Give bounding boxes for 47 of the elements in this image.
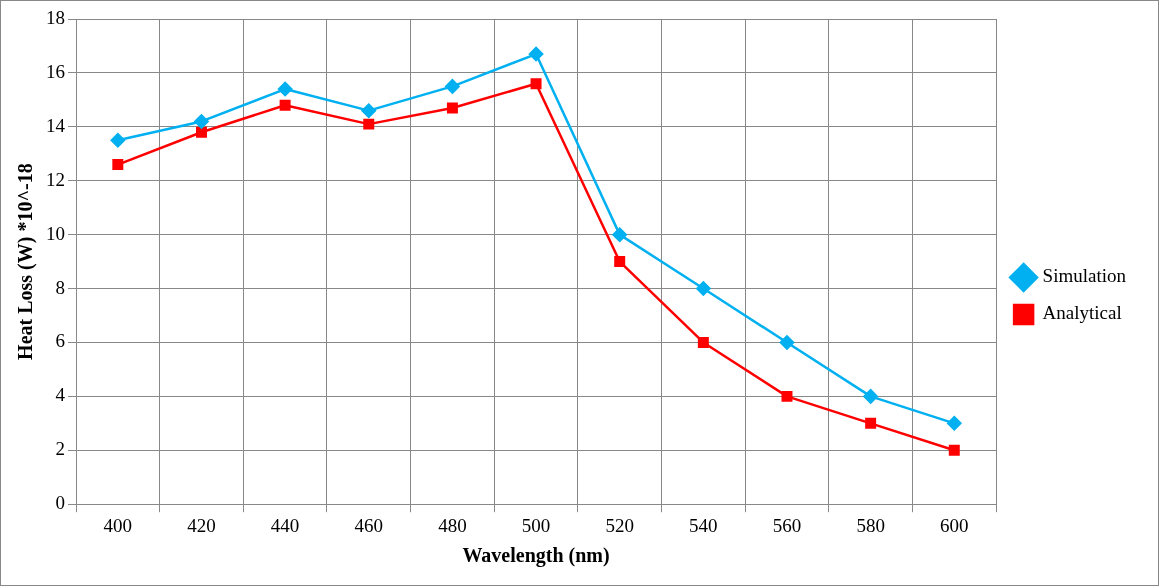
- x-tick-label: 600: [940, 514, 969, 536]
- x-tick-label: 400: [103, 514, 133, 536]
- x-tick-label: 540: [689, 514, 718, 536]
- point: [277, 81, 293, 97]
- point: [948, 444, 960, 456]
- point: [612, 227, 627, 242]
- y-tick-label: 0: [55, 492, 65, 514]
- x-tick-label: 480: [438, 514, 467, 536]
- point: [530, 78, 542, 90]
- point: [110, 133, 126, 148]
- point: [696, 281, 711, 296]
- x-tick-label: 580: [856, 514, 885, 536]
- x-tick-label: 500: [521, 514, 551, 536]
- point: [614, 256, 626, 268]
- y-tick-label: 8: [55, 276, 65, 298]
- point: [363, 118, 375, 130]
- point: [528, 46, 544, 62]
- x-tick-label: 440: [270, 514, 300, 536]
- point: [195, 126, 207, 138]
- y-tick-label: 18: [46, 6, 65, 28]
- point: [781, 390, 793, 402]
- point: [779, 335, 795, 350]
- x-tick-label: 460: [354, 514, 384, 536]
- point: [865, 417, 877, 429]
- point: [361, 103, 377, 118]
- x-axis-title: Wavelength (nm): [462, 544, 610, 568]
- y-axis-title: Heat Loss (W) *10^-18: [14, 163, 38, 360]
- point: [112, 159, 124, 171]
- x-tick-label: 560: [772, 514, 802, 536]
- y-tick-label: 14: [46, 114, 66, 136]
- x-tick-label: 520: [605, 514, 634, 536]
- point: [279, 99, 291, 111]
- y-tick-label: 16: [46, 60, 65, 82]
- point: [446, 102, 458, 114]
- point: [947, 416, 962, 431]
- legend-label: Simulation: [1042, 265, 1127, 287]
- x-tick-label: 420: [187, 514, 216, 536]
- point: [697, 336, 709, 348]
- y-tick-label: 4: [55, 384, 66, 406]
- y-tick-label: 2: [55, 438, 65, 460]
- point: [445, 79, 460, 94]
- point: [863, 389, 878, 404]
- y-tick-label: 12: [46, 168, 65, 190]
- y-tick-label: 6: [55, 330, 65, 352]
- y-tick-label: 10: [46, 222, 65, 244]
- point: [194, 114, 209, 129]
- legend-label: Analytical: [1042, 302, 1122, 324]
